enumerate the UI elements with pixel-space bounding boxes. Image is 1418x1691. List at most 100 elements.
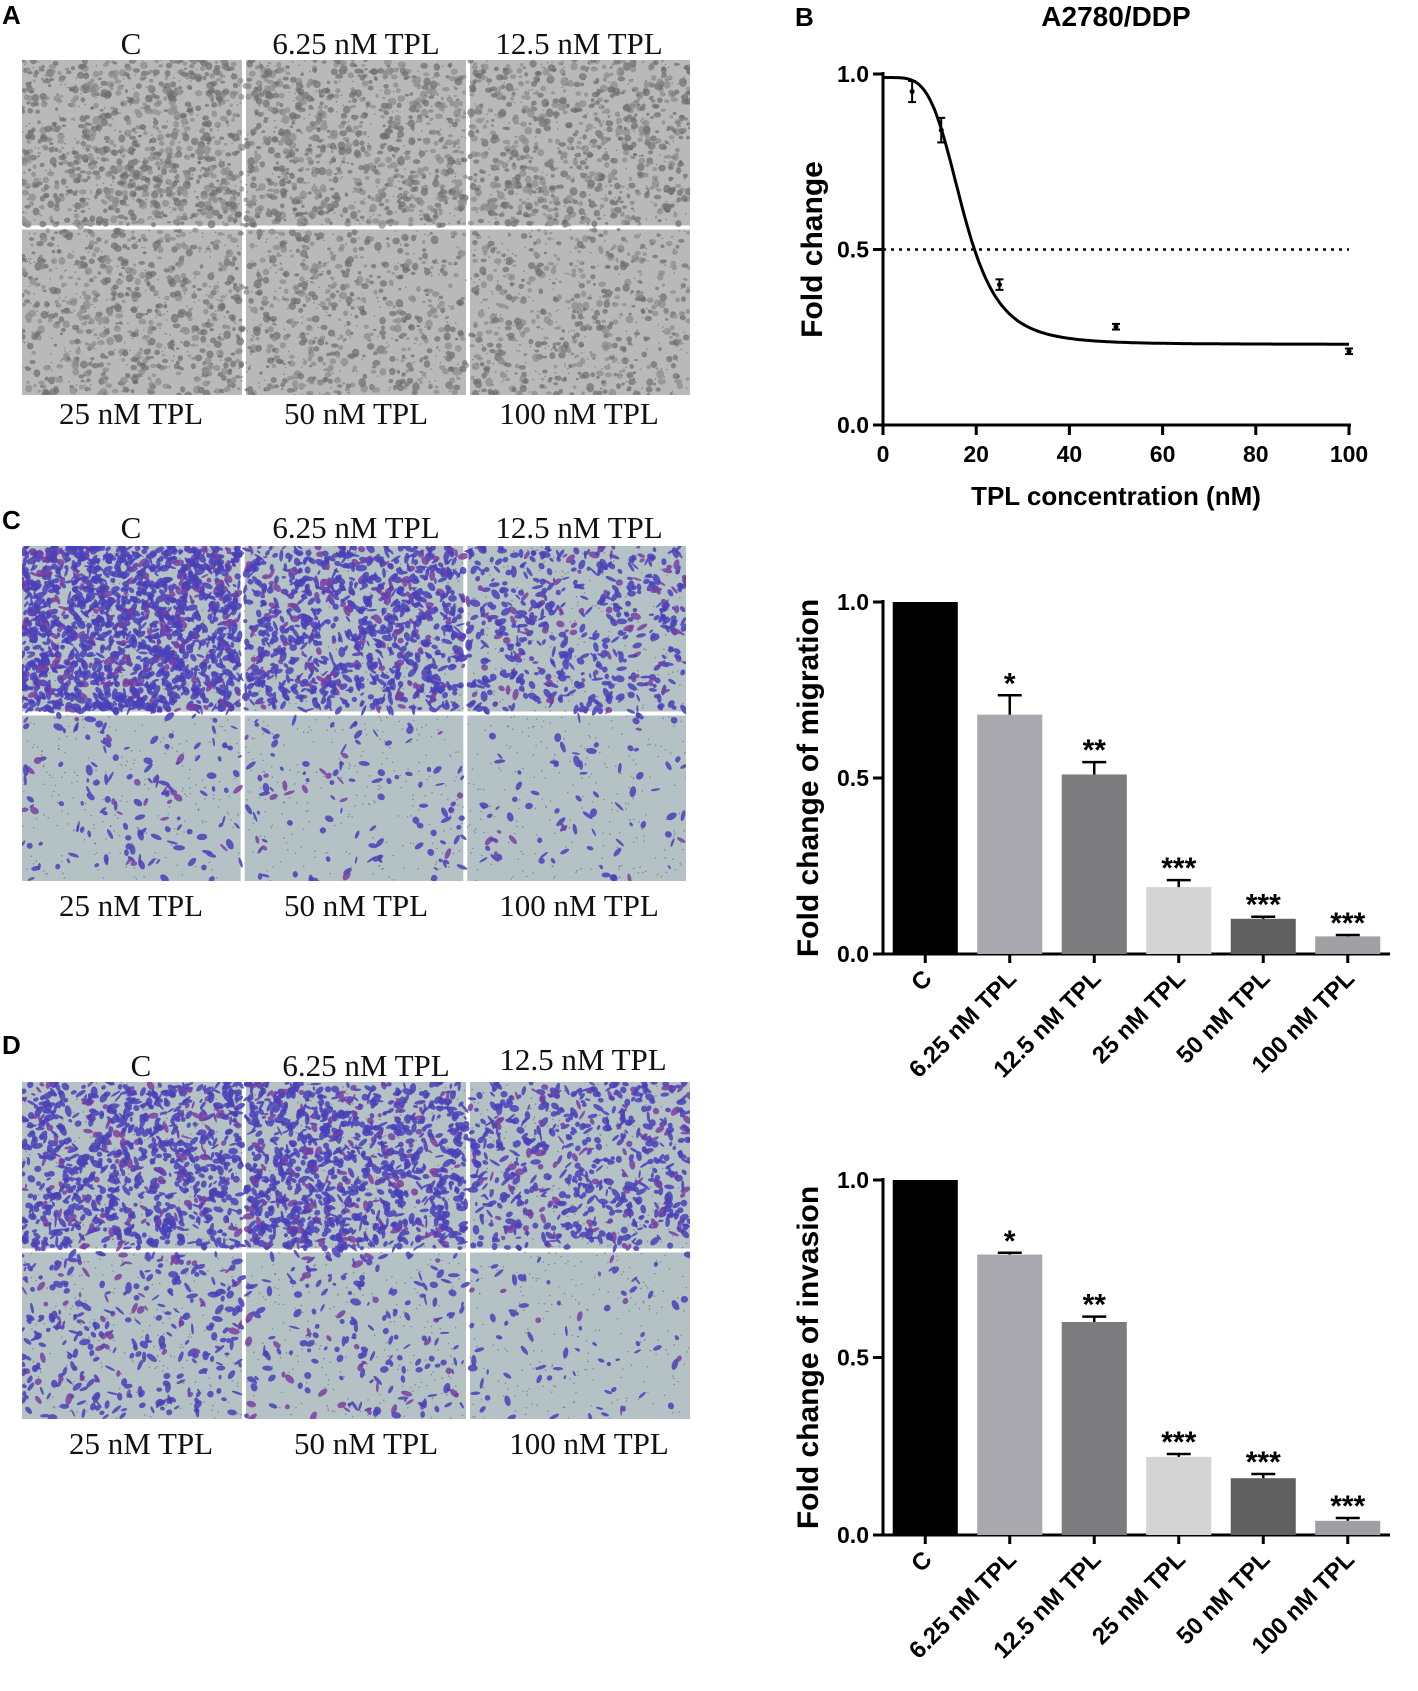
chart-d-bar	[1230, 1478, 1296, 1535]
chart-b-point	[997, 282, 1002, 288]
panel-d-label-top-3: 12.5 nM TPL	[499, 1042, 667, 1077]
chart-b-x-tick-label: 20	[963, 441, 989, 467]
chart-d-bar	[1061, 1322, 1127, 1535]
chart-c-y-label: Fold change of migration	[792, 599, 825, 957]
panel-a-image-cells-3	[467, 60, 690, 228]
panel-a-image-cells-6	[468, 227, 690, 395]
chart-b-x-tick-label: 60	[1150, 441, 1176, 467]
panel-c-label-bottom-3: 100 nM TPL	[499, 888, 659, 923]
chart-b-fit-curve	[883, 76, 1349, 346]
panel-c-image-5	[244, 715, 464, 881]
chart-c-significance: ***	[1246, 889, 1281, 922]
panel-c-label-bottom-2: 50 nM TPL	[283, 888, 429, 923]
panel-a-image-cells-5	[243, 228, 470, 395]
chart-c-y-tick-label: 0.5	[837, 765, 869, 791]
panel-letter-c: C	[2, 505, 21, 535]
panel-c-label-top-2: 6.25 nM TPL	[272, 510, 440, 545]
panel-d-label-top-1: C	[130, 1048, 152, 1083]
chart-d-y-tick-label: 0.0	[837, 1522, 869, 1548]
chart-b-x-tick-label: 0	[877, 441, 890, 467]
panel-d-image-6	[470, 1252, 690, 1419]
panel-c-grid	[22, 546, 686, 881]
panel-d-image-cells-1	[22, 1082, 248, 1252]
chart-b-point	[938, 127, 944, 133]
chart-b-point	[909, 89, 915, 95]
chart-d-y-tick-label: 1.0	[837, 1167, 869, 1193]
panel-c-label-top-3: 12.5 nM TPL	[495, 510, 663, 545]
chart-d-bar	[977, 1254, 1043, 1535]
chart-b-y-label: Fold change	[796, 161, 829, 338]
panel-letter-a: A	[2, 0, 21, 30]
panel-a-images	[22, 60, 690, 395]
chart-b-x-tick-label: 100	[1330, 441, 1368, 467]
chart-b-point	[1113, 324, 1119, 330]
panel-d-image-4	[22, 1252, 242, 1419]
panel-a-label-top-1: C	[120, 26, 142, 61]
chart-b: B A2780/DDP 0.0 0.5 1.0 0 20 40 60 80 100 TPL conce…	[795, 1, 1368, 511]
panel-a-grid	[22, 60, 690, 395]
chart-b-y-tick-label: 0.0	[837, 412, 869, 438]
chart-d-bar	[892, 1180, 958, 1535]
chart-b-point	[1346, 348, 1352, 354]
panel-c-image-cells-2	[241, 546, 469, 716]
chart-c-bar	[1146, 887, 1212, 954]
chart-c-bar	[1061, 774, 1127, 954]
chart-b-x-tick-label: 40	[1057, 441, 1083, 467]
panel-d-images	[22, 1082, 690, 1419]
chart-c-y-tick-label: 1.0	[837, 589, 869, 615]
chart-d-x-tick-label: C	[906, 1546, 937, 1577]
chart-c-significance: **	[1083, 734, 1107, 767]
chart-d-significance: **	[1083, 1289, 1107, 1322]
chart-b-x-tick-label: 80	[1243, 441, 1269, 467]
panel-c-images	[22, 546, 686, 881]
chart-d-bar	[1146, 1456, 1212, 1535]
panel-d-grid	[22, 1082, 690, 1419]
chart-b-y-tick-label: 1.0	[837, 61, 869, 87]
panel-c-image-cells-6	[466, 712, 686, 881]
panel-c-image-cells-1	[22, 546, 245, 716]
panel-c-image-cells-3	[464, 546, 686, 716]
panel-c-image-cells-5	[244, 714, 468, 881]
chart-b-x-label: TPL concentration (nM)	[971, 481, 1261, 511]
chart-c-significance: ***	[1161, 852, 1196, 885]
panel-c-label-bottom-1: 25 nM TPL	[58, 888, 204, 923]
panel-a-label-top-3: 12.5 nM TPL	[495, 26, 663, 61]
panel-d-image-cells-3	[465, 1082, 690, 1253]
panel-c-image-cells-4	[22, 711, 243, 881]
chart-c-bar	[977, 714, 1043, 954]
chart-c-bar	[1230, 918, 1296, 954]
chart-d-significance: ***	[1246, 1446, 1281, 1479]
panel-d-label-top-2: 6.25 nM TPL	[282, 1048, 450, 1083]
panel-a-image-cells-4	[22, 227, 246, 395]
panel-d-image-cells-5	[243, 1247, 471, 1419]
panel-d-label-bottom-3: 100 nM TPL	[509, 1426, 669, 1461]
chart-b-y-tick-label: 0.5	[837, 237, 869, 263]
panel-d-image-cells-6	[467, 1251, 690, 1419]
panel-c-label-top-1: C	[120, 510, 142, 545]
chart-c-x-tick-label: C	[906, 965, 937, 996]
panel-d-label-bottom-1: 25 nM TPL	[68, 1426, 214, 1461]
chart-c-significance: ***	[1330, 907, 1365, 940]
chart-c-bar	[892, 602, 958, 954]
panel-a-label-bottom-2: 50 nM TPL	[283, 396, 429, 431]
panel-a-image-cells-1	[22, 60, 246, 230]
panel-a-image-cells-2	[242, 60, 469, 229]
chart-d-significance: ***	[1161, 1426, 1196, 1459]
panel-letter-d: D	[2, 1030, 21, 1060]
panel-d-image-cells-2	[242, 1082, 470, 1254]
panel-a-label-bottom-1: 25 nM TPL	[58, 396, 204, 431]
chart-d-significance: ***	[1330, 1490, 1365, 1523]
chart-d-y-label: Fold change of invasion	[792, 1186, 825, 1529]
chart-c-bar	[1315, 936, 1381, 954]
chart-d-significance: *	[1004, 1225, 1016, 1258]
panel-d-label-bottom-2: 50 nM TPL	[293, 1426, 439, 1461]
panel-a-label-bottom-3: 100 nM TPL	[499, 396, 659, 431]
panel-a-label-top-2: 6.25 nM TPL	[272, 26, 440, 61]
chart-c-significance: *	[1004, 667, 1016, 700]
chart-d-bar	[1315, 1520, 1381, 1535]
chart-c-y-tick-label: 0.0	[837, 941, 869, 967]
panel-letter-b: B	[795, 2, 814, 32]
